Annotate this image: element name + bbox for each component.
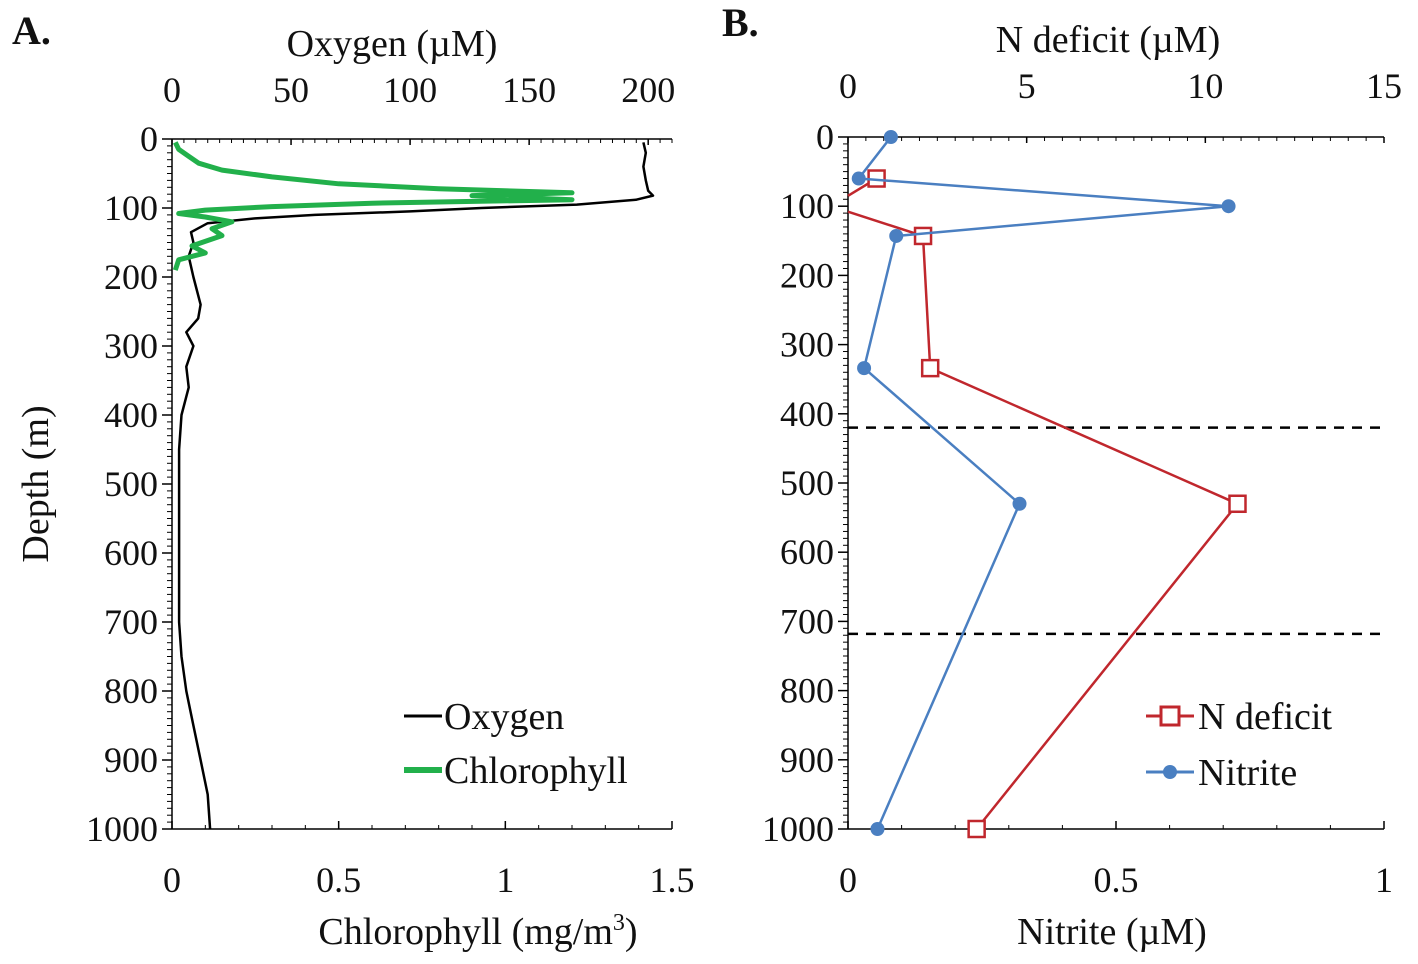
panel-b-bottom-tick-label: 0 [839, 860, 857, 900]
panel-b-n-deficit-point [920, 358, 940, 378]
panel-a-y-tick-label: 700 [104, 602, 158, 642]
panel-b-nitrite-point [1221, 199, 1236, 214]
panel-b-y-tick-label: 900 [780, 740, 834, 780]
panel-a-y-tick-label: 500 [104, 464, 158, 504]
panel-a-bottom-tick-label: 0 [163, 860, 181, 900]
panel-b-bottom-axis-title: Nitrite (µM) [1017, 911, 1207, 953]
panel-a-bottom-tick-label: 1.5 [650, 860, 695, 900]
legend-nitrite-label: Nitrite [1198, 752, 1297, 794]
panel-a-top-tick-label: 50 [273, 70, 309, 110]
legend-nitrite-marker [1163, 765, 1177, 779]
panel-a-top-tick-label: 200 [621, 70, 675, 110]
panel-b-y-tick-label: 100 [780, 186, 834, 226]
panel-b-y-tick-label: 200 [780, 255, 834, 295]
panel-a-label: A. [12, 8, 51, 53]
panel-b: B. N deficit (µM) Nitrite (µM) 010020030… [722, 0, 1402, 953]
panel-a-top-tick-label: 100 [383, 70, 437, 110]
panel-b-n-deficit-point [1228, 494, 1247, 514]
panel-a-y-tick-label: 600 [104, 533, 158, 573]
panel-a-y-tick-label: 300 [104, 326, 158, 366]
panel-b-y-tick-label: 300 [780, 325, 834, 365]
panel-a-bottom-axis-title-end: ) [625, 911, 638, 953]
legend-oxygen-label: Oxygen [444, 696, 564, 738]
legend-chlorophyll-label: Chlorophyll [444, 750, 628, 792]
panel-b-y-tick-label: 700 [780, 601, 834, 641]
panel-b-top-tick-label: 10 [1187, 66, 1223, 106]
panel-a-bottom-axis-title-sup: 3 [613, 910, 625, 936]
panel-b-nitrite-point [883, 130, 898, 144]
panel-a-bottom-axis-title-main: Chlorophyll (mg/m [318, 911, 613, 953]
panel-a-y-tick-label: 800 [104, 671, 158, 711]
panel-a-top-tick-label: 150 [502, 70, 556, 110]
panel-b-bottom-tick-label: 0.5 [1094, 860, 1139, 900]
panel-a-y-tick-label: 900 [104, 740, 158, 780]
panel-b-y-tick-label: 0 [816, 117, 834, 157]
panel-a-legend: Oxygen Chlorophyll [404, 696, 628, 792]
panel-b-y-tick-label: 1000 [762, 809, 834, 849]
panel-b-bottom-tick-label: 1 [1375, 860, 1393, 900]
panel-a-y-tick-label: 0 [140, 119, 158, 159]
panel-b-n-deficit-point [967, 819, 986, 839]
panel-b-nitrite-point [1012, 496, 1027, 511]
panel-a-top-tick-label: 0 [163, 70, 181, 110]
panel-b-top-axis-title: N deficit (µM) [996, 19, 1221, 61]
panel-a-series-oxygen-line [177, 142, 655, 830]
panel-a-y-tick-label: 1000 [86, 809, 158, 849]
panel-b-y-tick-label: 800 [780, 671, 834, 711]
legend-n-deficit-marker [1159, 705, 1181, 727]
panel-b-top-tick-label: 0 [839, 66, 857, 106]
panel-a: A. Oxygen (µM) Depth (m) Chlorophyll (mg… [12, 8, 695, 953]
panel-a-y-tick-label: 100 [104, 188, 158, 228]
panel-a-bottom-tick-label: 1 [496, 860, 514, 900]
panel-b-series-n-deficit-line-segment-2 [847, 210, 1239, 830]
legend-n-deficit-label: N deficit [1198, 696, 1332, 738]
panel-a-bottom-tick-label: 0.5 [316, 860, 361, 900]
panel-b-y-tick-label: 600 [780, 532, 834, 572]
panel-b-nitrite-point [857, 361, 872, 376]
panel-b-label: B. [722, 0, 759, 45]
panel-b-nitrite-point [889, 228, 904, 243]
panel-b-legend: N deficit Nitrite [1146, 696, 1332, 794]
panel-b-series [847, 130, 1384, 839]
panel-a-series [172, 141, 655, 830]
panel-a-bottom-axis-title: Chlorophyll (mg/m3) [318, 910, 637, 953]
panel-a-top-axis-title: Oxygen (µM) [287, 23, 498, 65]
panel-b-nitrite-point [870, 822, 885, 836]
panel-a-y-tick-label: 400 [104, 395, 158, 435]
panel-a-series-chlorophyll-line [172, 141, 575, 271]
panel-b-top-tick-label: 5 [1018, 66, 1036, 106]
panel-b-y-tick-label: 400 [780, 394, 834, 434]
panel-b-y-tick-label: 500 [780, 463, 834, 503]
panel-b-n-deficit-point [913, 226, 933, 246]
panel-b-top-tick-label: 15 [1366, 66, 1402, 106]
panel-a-y-axis-title: Depth (m) [15, 405, 57, 562]
panel-b-nitrite-point [851, 171, 866, 186]
panel-a-y-tick-label: 200 [104, 257, 158, 297]
